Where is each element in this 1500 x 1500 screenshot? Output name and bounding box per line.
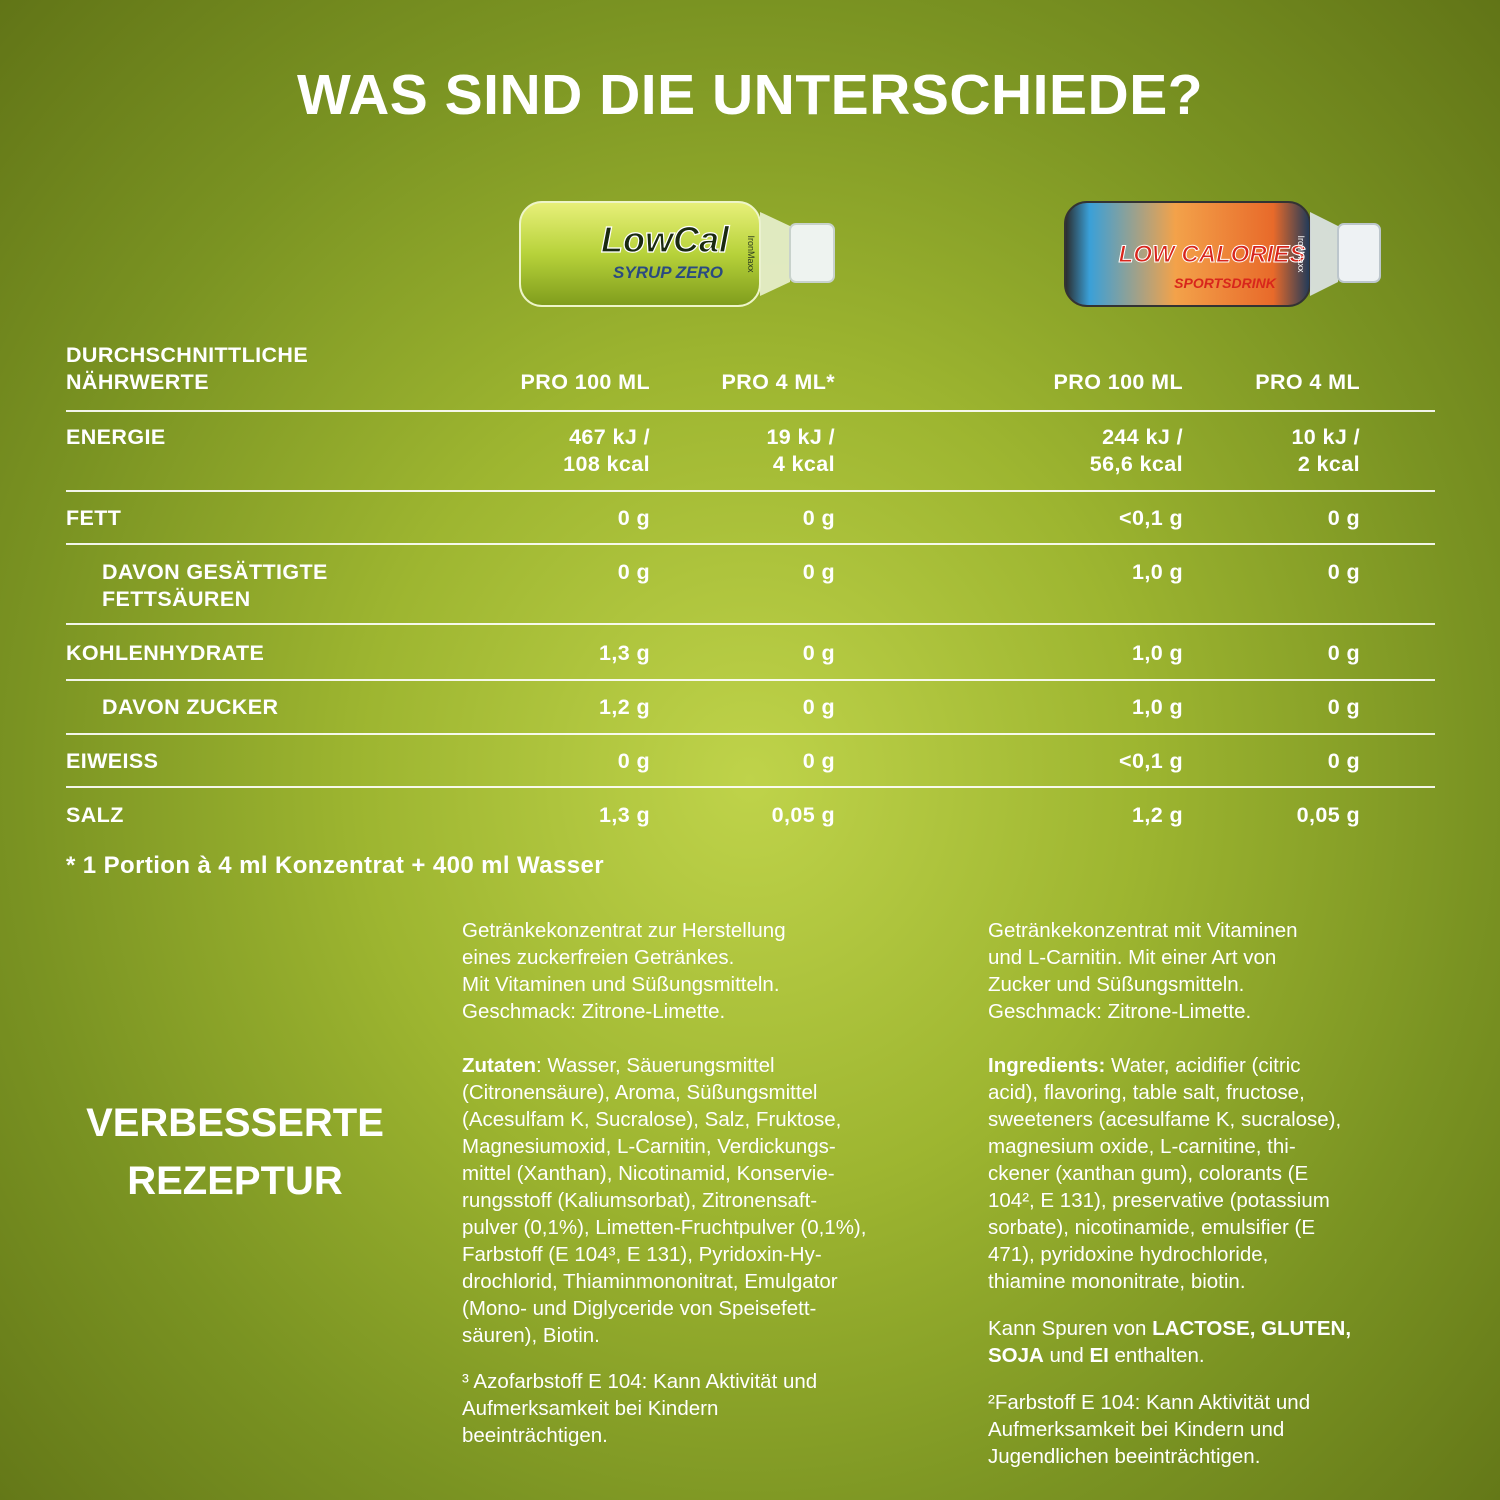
table-header: DURCHSCHNITTLICHE NÄHRWERTE (66, 343, 309, 394)
row-label: DAVON ZUCKER (102, 695, 279, 719)
bottle-lowcal: LowCal SYRUP ZERO IronMaxx (519, 201, 835, 307)
description: Getränkekonzentrat zur Herstellung eines… (462, 919, 786, 1023)
cell: 1,0 g (1132, 641, 1183, 665)
rule (66, 623, 1435, 625)
rule (66, 490, 1435, 492)
cell: 0,05 g (771, 803, 835, 827)
row-label: KOHLENHYDRATE (66, 641, 265, 665)
cell: 10 kJ / 2 kcal (1291, 425, 1360, 476)
cell: 244 kJ / 56,6 kcal (1089, 425, 1183, 476)
title: WAS SIND DIE UNTERSCHIEDE? (296, 63, 1204, 127)
cell: 0 g (1327, 749, 1360, 773)
cell: 19 kJ / 4 kcal (766, 425, 835, 476)
row-label: ENERGIE (66, 425, 166, 449)
table-header: PRO 4 ML (1255, 370, 1360, 394)
cell: 1,2 g (599, 695, 650, 719)
cell: 0 g (802, 749, 835, 773)
bottle-sub: SPORTSDRINK (1174, 275, 1277, 291)
row-label: EIWEISS (66, 749, 159, 773)
row-label: FETT (66, 506, 122, 530)
side-heading: VERBESSERTE REZEPTUR (86, 1101, 384, 1203)
rule (66, 679, 1435, 681)
bottle-brand: IronMaxx (1296, 235, 1306, 273)
rule (66, 410, 1435, 412)
cell: 0 g (1327, 641, 1360, 665)
cell: 0 g (802, 560, 835, 584)
allergen-text: enthalten. (1108, 1344, 1205, 1367)
footnote: * 1 Portion à 4 ml Konzentrat + 400 ml W… (66, 852, 604, 879)
cell: 0 g (1327, 506, 1360, 530)
ingredients-label: Ingredients: (988, 1054, 1106, 1077)
bottle-sub: SYRUP ZERO (613, 263, 723, 282)
cell: 0 g (802, 695, 835, 719)
cell: <0,1 g (1119, 506, 1183, 530)
bottle-lowcalories: LOW CALORIES SPORTSDRINK IronMaxx (1064, 201, 1381, 307)
cell: 0 g (802, 506, 835, 530)
ingredients-label: Zutaten (462, 1054, 537, 1077)
cell: 1,3 g (599, 803, 650, 827)
note: ²Farbstoff E 104: Kann Aktivität und Auf… (988, 1391, 1311, 1468)
cell: 0 g (617, 749, 650, 773)
allergen-text: Kann Spuren von (988, 1317, 1153, 1340)
cell: 1,3 g (599, 641, 650, 665)
allergen-text: und (1043, 1344, 1090, 1367)
row-label: DAVON GESÄTTIGTE FETTSÄUREN (102, 560, 328, 611)
allergen-bold: LACTOSE, GLUTEN, SOJA (988, 1317, 1352, 1367)
cell: 0 g (617, 560, 650, 584)
cell: 467 kJ / 108 kcal (563, 425, 650, 476)
allergen-bold: EI (1089, 1344, 1109, 1367)
ingredients: Ingredients: Water, acidifier (citric ac… (988, 1052, 1341, 1295)
rule (66, 786, 1435, 788)
bottle-logo: LowCal (601, 219, 730, 260)
cell: 1,0 g (1132, 695, 1183, 719)
allergens: Kann Spuren von LACTOSE, GLUTEN, SOJA un… (988, 1315, 1351, 1369)
description: Getränkekonzentrat mit Vitaminen und L-C… (988, 919, 1298, 1023)
table-header: PRO 100 ML (520, 370, 650, 394)
cell: 0 g (1327, 560, 1360, 584)
bottle-brand: IronMaxx (746, 235, 756, 273)
product-images: LowCal SYRUP ZERO IronMaxx LOW CALORIES … (519, 201, 1381, 307)
cell: 0 g (1327, 695, 1360, 719)
bottle-logo: LOW CALORIES (1119, 241, 1306, 268)
ingredients: Zutaten: Wasser, Säuerungsmittel (Citron… (462, 1052, 866, 1349)
ingredients-text: : Wasser, Säuerungsmittel (Citronensäure… (462, 1054, 867, 1347)
cell: 0 g (802, 641, 835, 665)
row-label: SALZ (66, 803, 124, 827)
rule (66, 543, 1435, 545)
rule (66, 733, 1435, 735)
cell: 1,2 g (1132, 803, 1183, 827)
table-header: PRO 4 ML* (721, 370, 835, 394)
cell: <0,1 g (1119, 749, 1183, 773)
cell: 1,0 g (1132, 560, 1183, 584)
ingredients-text: Water, acidifier (citric acid), flavorin… (988, 1054, 1342, 1293)
table-header: PRO 100 ML (1053, 370, 1183, 394)
cell: 0 g (617, 506, 650, 530)
note: ³ Azofarbstoff E 104: Kann Aktivität und… (462, 1370, 818, 1447)
cell: 0,05 g (1296, 803, 1360, 827)
